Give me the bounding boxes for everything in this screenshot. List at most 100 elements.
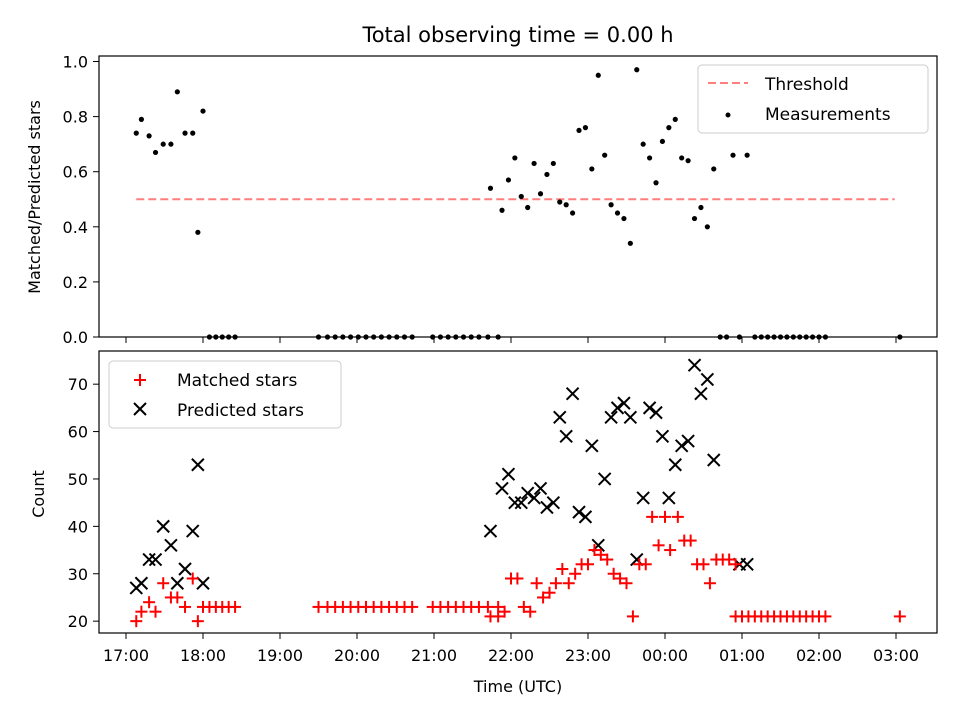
matched-point-45 bbox=[530, 577, 543, 590]
predicted-point-16 bbox=[520, 486, 535, 500]
predicted-point-10 bbox=[196, 576, 210, 590]
top-axes-frame bbox=[98, 55, 938, 338]
matched-point-7 bbox=[179, 600, 192, 613]
measurement-point-69 bbox=[691, 215, 698, 222]
measurement-point-43 bbox=[525, 204, 531, 211]
matched-point-54 bbox=[588, 544, 601, 557]
bottom-y-tick-label-1: 30 bbox=[68, 565, 88, 584]
bottom-y-tick-label-4: 60 bbox=[68, 423, 88, 442]
predicted-point-41 bbox=[681, 434, 695, 448]
predicted-point-39 bbox=[668, 458, 682, 472]
matched-point-2 bbox=[143, 596, 156, 609]
matched-point-3 bbox=[149, 605, 162, 618]
matched-point-9 bbox=[191, 615, 204, 628]
matched-point-15 bbox=[229, 600, 242, 613]
measurement-point-3 bbox=[152, 149, 159, 156]
top-y-tick-label-0: 0.0 bbox=[63, 328, 88, 347]
predicted-point-38 bbox=[662, 491, 676, 505]
matched-point-44 bbox=[524, 605, 537, 618]
x-tick-label-9: 02:00 bbox=[796, 646, 842, 665]
bottom-x-ticks: 17:00 18:00 19:00 20:00 21:00 22:00 23:00 00:00… bbox=[103, 633, 919, 665]
measurement-point-39 bbox=[499, 207, 505, 213]
matched-point-40 bbox=[498, 605, 511, 618]
legend-matched-label: Matched stars bbox=[177, 371, 297, 391]
top-legend: Threshold Measurements bbox=[697, 64, 929, 134]
top-y-tick-label-3: 0.6 bbox=[63, 163, 88, 182]
predicted-point-1 bbox=[134, 576, 149, 590]
chart-title: Total observing time = 0.00 h bbox=[361, 23, 673, 47]
bottom-legend-box bbox=[108, 360, 342, 429]
measurement-point-77 bbox=[744, 152, 750, 158]
measurement-point-65 bbox=[666, 125, 672, 131]
matched-point-62 bbox=[639, 558, 652, 571]
matched-point-66 bbox=[664, 544, 677, 557]
predicted-point-28 bbox=[597, 472, 612, 486]
matched-point-69 bbox=[684, 534, 697, 547]
matched-point-28 bbox=[406, 600, 419, 613]
measurement-point-42 bbox=[518, 193, 524, 200]
bottom-y-axis-label: Count bbox=[29, 470, 48, 518]
measurements-legend-swatch bbox=[725, 112, 731, 118]
matched-point-51 bbox=[569, 567, 582, 580]
matched-point-1 bbox=[135, 605, 148, 618]
matched-point-67 bbox=[671, 510, 684, 523]
top-panel: 0.0 0.2 0.4 0.6 0.8 1.0 Matched/Predicted sta… bbox=[25, 53, 938, 347]
matched-legend-swatch bbox=[134, 374, 146, 386]
predicted-legend-swatch bbox=[133, 402, 147, 416]
measurement-point-6 bbox=[174, 89, 180, 95]
predicted-point-24 bbox=[572, 505, 586, 519]
bottom-y-tick-label-0: 20 bbox=[68, 612, 88, 631]
matched-point-42 bbox=[511, 572, 524, 585]
top-plot-area bbox=[133, 67, 903, 340]
bottom-legend: Matched stars Predicted stars bbox=[108, 360, 342, 429]
predicted-point-43 bbox=[694, 386, 708, 401]
matched-point-75 bbox=[723, 553, 736, 566]
x-tick-label-3: 20:00 bbox=[334, 646, 380, 665]
top-y-tick-label-1: 0.2 bbox=[63, 273, 88, 292]
measurement-point-62 bbox=[647, 155, 653, 161]
measurement-point-67 bbox=[679, 155, 685, 161]
predicted-point-23 bbox=[565, 386, 580, 401]
matched-point-50 bbox=[562, 577, 575, 590]
predicted-point-37 bbox=[655, 429, 670, 444]
measurement-point-58 bbox=[621, 215, 627, 222]
measurement-point-40 bbox=[505, 177, 512, 183]
measurement-point-38 bbox=[487, 185, 494, 191]
predicted-point-3 bbox=[148, 552, 163, 567]
bottom-y-tick-label-3: 50 bbox=[68, 470, 88, 489]
predicted-point-12 bbox=[495, 481, 509, 496]
measurement-point-45 bbox=[537, 191, 544, 197]
predicted-point-22 bbox=[559, 429, 573, 444]
measurement-point-64 bbox=[659, 138, 666, 145]
top-y-tick-label-2: 0.4 bbox=[63, 218, 88, 237]
x-tick-label-7: 00:00 bbox=[642, 646, 688, 665]
predicted-point-21 bbox=[553, 410, 567, 425]
matched-point-76 bbox=[729, 558, 742, 571]
matched-point-55 bbox=[594, 548, 607, 561]
predicted-point-47 bbox=[740, 557, 754, 571]
matched-point-65 bbox=[659, 510, 671, 523]
top-x-ticks bbox=[125, 337, 897, 343]
predicted-point-36 bbox=[649, 405, 663, 420]
measurement-point-72 bbox=[711, 166, 717, 172]
matched-point-64 bbox=[652, 539, 665, 552]
x-tick-label-8: 01:00 bbox=[719, 646, 765, 665]
measurement-point-55 bbox=[602, 152, 608, 158]
matched-point-39 bbox=[492, 610, 505, 623]
x-tick-label-4: 21:00 bbox=[411, 646, 457, 665]
measurement-point-8 bbox=[190, 130, 196, 136]
predicted-point-2 bbox=[142, 552, 156, 567]
measurement-point-63 bbox=[653, 180, 659, 186]
bottom-y-tick-label-2: 40 bbox=[68, 517, 88, 536]
measurement-point-49 bbox=[563, 202, 569, 208]
predicted-point-31 bbox=[617, 396, 631, 410]
measurement-point-5 bbox=[168, 141, 174, 147]
matched-point-4 bbox=[157, 577, 170, 590]
top-y-axis-label: Matched/Predicted stars bbox=[25, 100, 44, 294]
measurement-point-57 bbox=[614, 210, 621, 216]
matched-point-91 bbox=[819, 610, 832, 623]
predicted-point-11 bbox=[483, 524, 498, 538]
top-y-ticks: 0.0 0.2 0.4 0.6 0.8 1.0 bbox=[63, 53, 99, 347]
predicted-point-42 bbox=[687, 358, 702, 372]
predicted-point-30 bbox=[610, 401, 625, 415]
